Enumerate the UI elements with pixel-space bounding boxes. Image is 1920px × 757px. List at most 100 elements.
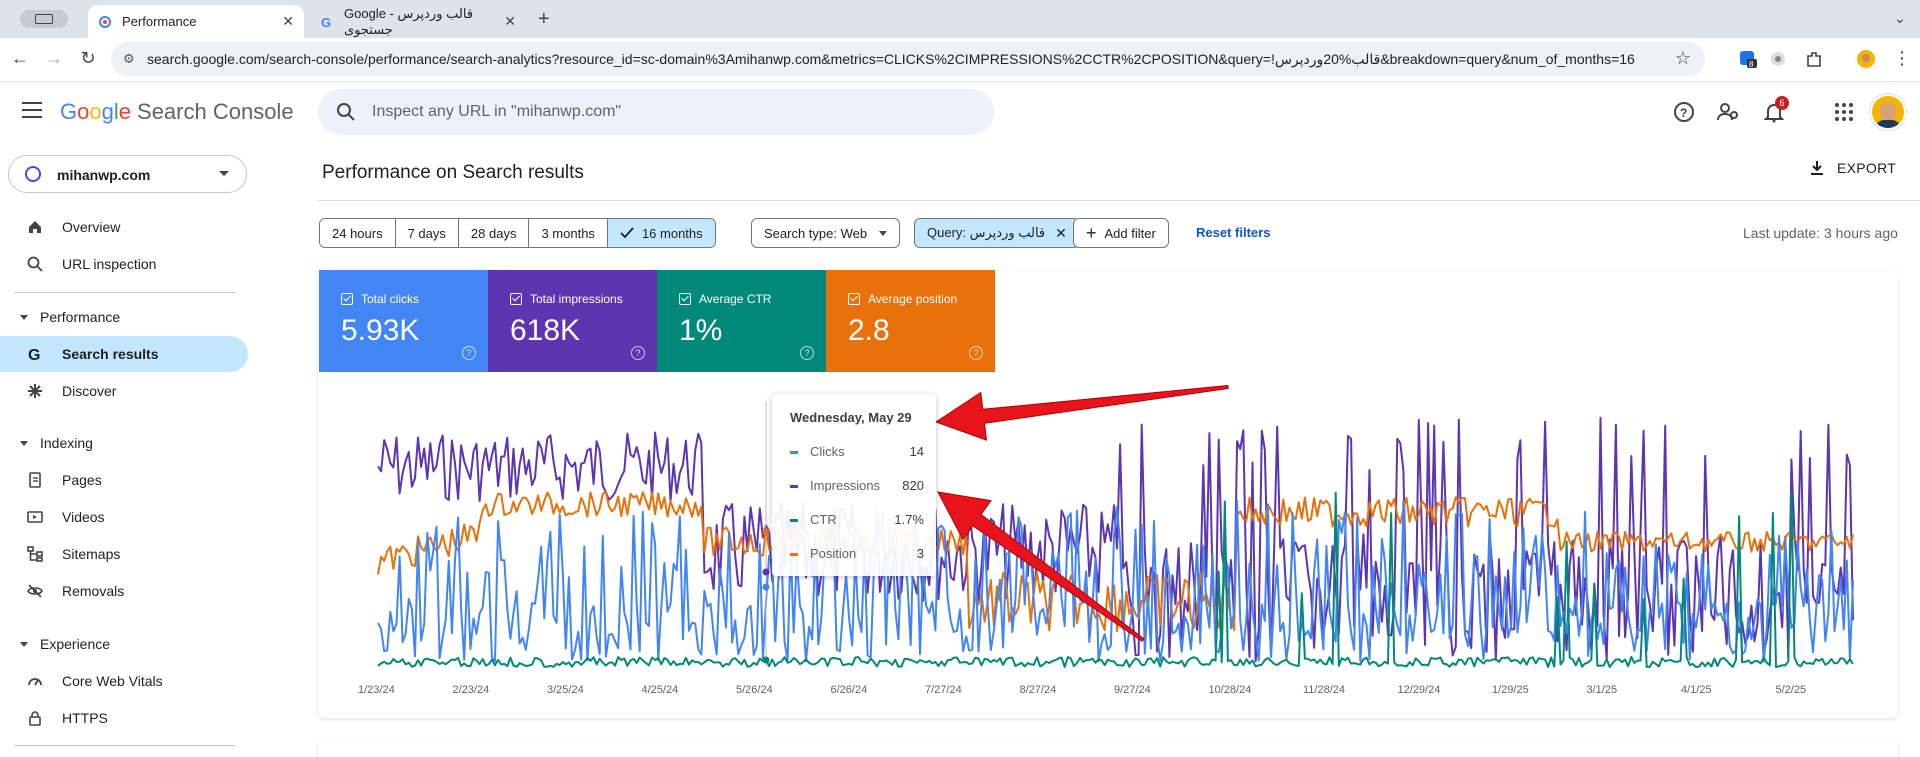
metric-value: 2.8 bbox=[848, 314, 890, 347]
sidebar-section-experience[interactable]: Experience bbox=[20, 632, 110, 656]
sidebar-item-overview[interactable]: Overview bbox=[14, 209, 248, 245]
filter-label: Query: قالب وردپرس bbox=[927, 225, 1046, 240]
add-filter-button[interactable]: + Add filter bbox=[1073, 218, 1169, 248]
query-filter-chip[interactable]: Query: قالب وردپرس ✕ bbox=[914, 218, 1080, 248]
sidebar-item-label: Pages bbox=[62, 472, 102, 488]
metric-card-impressions[interactable]: Total impressions 618K ? bbox=[488, 270, 657, 372]
metric-label: Average CTR bbox=[699, 292, 772, 306]
metric-card-ctr[interactable]: Average CTR 1% ? bbox=[657, 270, 826, 372]
tab-title: Performance bbox=[122, 14, 197, 29]
sidebar-item-core-web-vitals[interactable]: Core Web Vitals bbox=[14, 663, 248, 699]
close-tab-icon[interactable]: ✕ bbox=[504, 13, 516, 29]
tooltip-date: Wednesday, May 29 bbox=[790, 410, 912, 425]
export-button[interactable]: EXPORT bbox=[1809, 160, 1896, 176]
x-tick-label: 12/29/24 bbox=[1398, 684, 1441, 696]
range-16-months[interactable]: 16 months bbox=[607, 219, 715, 247]
search-input[interactable]: Inspect any URL in "mihanwp.com" bbox=[372, 103, 622, 120]
sidebar-section-indexing[interactable]: Indexing bbox=[20, 431, 93, 455]
video-icon bbox=[26, 508, 44, 526]
sidebar-item-discover[interactable]: Discover bbox=[14, 373, 248, 409]
series-swatch bbox=[790, 519, 798, 523]
url-text[interactable]: search.google.com/search-console/perform… bbox=[147, 51, 1635, 67]
help-icon[interactable]: ? bbox=[800, 346, 814, 360]
help-icon[interactable]: ? bbox=[631, 346, 645, 360]
checkbox-icon[interactable] bbox=[679, 293, 691, 305]
filter-label: Add filter bbox=[1104, 225, 1156, 241]
help-icon[interactable]: ? bbox=[1672, 100, 1696, 124]
range-24-hours[interactable]: 24 hours bbox=[320, 219, 396, 247]
property-name: mihanwp.com bbox=[57, 167, 151, 183]
account-avatar[interactable] bbox=[1870, 94, 1906, 130]
performance-chart[interactable]: 1/23/24 2/23/24 3/25/24 4/25/24 5/26/24 6/26/… bbox=[318, 372, 1898, 712]
tooltip-row-position: Position 3 bbox=[790, 546, 924, 561]
profile-avatar-icon[interactable] bbox=[1856, 49, 1876, 69]
reset-filters-link[interactable]: Reset filters bbox=[1196, 225, 1271, 240]
manage-users-icon[interactable] bbox=[1716, 100, 1740, 124]
hover-point bbox=[762, 528, 770, 536]
google-favicon-icon: G bbox=[320, 15, 334, 29]
last-update-text: Last update: 3 hours ago bbox=[1743, 225, 1898, 241]
forward-icon[interactable]: → bbox=[45, 48, 63, 68]
checkbox-icon[interactable] bbox=[848, 293, 860, 305]
hover-point bbox=[762, 583, 770, 591]
checkbox-icon[interactable] bbox=[510, 293, 522, 305]
apps-grid-icon[interactable] bbox=[1832, 100, 1856, 124]
sidebar-item-label: URL inspection bbox=[62, 256, 157, 272]
main-menu-icon[interactable] bbox=[22, 102, 42, 123]
property-selector[interactable]: mihanwp.com bbox=[8, 155, 247, 193]
tab-search-icon[interactable]: ⌄ bbox=[1894, 10, 1906, 26]
dropdown-arrow-icon bbox=[219, 171, 229, 176]
range-3-months[interactable]: 3 months bbox=[529, 219, 608, 247]
search-type-filter[interactable]: Search type: Web bbox=[751, 218, 901, 248]
browser-menu-icon[interactable]: ⋮ bbox=[1893, 48, 1911, 68]
x-tick-label: 3/25/24 bbox=[547, 684, 584, 696]
bookmark-star-icon[interactable]: ☆ bbox=[1674, 48, 1691, 68]
sidebar-item-url-inspection[interactable]: URL inspection bbox=[14, 246, 248, 282]
tab-group-button[interactable] bbox=[20, 10, 68, 28]
checkbox-icon[interactable] bbox=[341, 293, 353, 305]
extension-icon-2[interactable] bbox=[1768, 49, 1788, 69]
sidebar-item-pages[interactable]: Pages bbox=[14, 462, 248, 498]
address-bar[interactable]: ⚙ search.google.com/search-console/perfo… bbox=[111, 42, 1705, 76]
eye-off-icon bbox=[26, 582, 44, 600]
close-tab-icon[interactable]: ✕ bbox=[282, 13, 294, 29]
logo-letter: o bbox=[89, 99, 102, 124]
sidebar-item-search-results[interactable]: G Search results bbox=[0, 336, 248, 372]
range-28-days[interactable]: 28 days bbox=[458, 219, 530, 247]
url-inspect-search[interactable]: Inspect any URL in "mihanwp.com" bbox=[318, 89, 994, 135]
logo-letter: g bbox=[101, 99, 114, 124]
remove-filter-icon[interactable]: ✕ bbox=[1055, 224, 1067, 241]
help-icon[interactable]: ? bbox=[969, 346, 983, 360]
logo-letter: l bbox=[113, 99, 119, 124]
range-7-days[interactable]: 7 days bbox=[395, 219, 459, 247]
hover-point bbox=[762, 656, 770, 664]
x-tick-label: 1/23/24 bbox=[358, 684, 395, 696]
series-line-position bbox=[377, 491, 1854, 633]
range-label: 16 months bbox=[641, 225, 703, 241]
browser-tab-performance[interactable]: Performance ✕ bbox=[88, 5, 304, 38]
site-info-icon[interactable]: ⚙ bbox=[123, 51, 135, 66]
sidebar-section-performance[interactable]: Performance bbox=[20, 305, 120, 329]
extensions-puzzle-icon[interactable] bbox=[1804, 49, 1824, 69]
browser-tab-google[interactable]: G Google قالب وردپرس - جستجوی ✕ bbox=[310, 5, 526, 38]
metric-label: Total impressions bbox=[530, 292, 623, 306]
tooltip-value: 820 bbox=[902, 478, 924, 493]
property-domain-icon bbox=[25, 166, 41, 182]
sidebar-item-videos[interactable]: Videos bbox=[14, 499, 248, 535]
reload-icon[interactable]: ↻ bbox=[80, 48, 96, 68]
search-console-logo[interactable]: Google Search Console bbox=[60, 99, 294, 125]
help-icon[interactable]: ? bbox=[462, 346, 476, 360]
back-icon[interactable]: ← bbox=[11, 48, 29, 68]
sidebar-item-https[interactable]: HTTPS bbox=[14, 700, 248, 736]
collapse-arrow-icon bbox=[20, 314, 28, 320]
tooltip-row-ctr: CTR 1.7% bbox=[790, 512, 924, 527]
extension-icon[interactable]: 8 bbox=[1738, 49, 1758, 69]
metric-card-position[interactable]: Average position 2.8 ? bbox=[826, 270, 995, 372]
new-tab-icon[interactable]: + bbox=[538, 8, 550, 30]
sidebar-item-label: HTTPS bbox=[62, 710, 108, 726]
sidebar-item-removals[interactable]: Removals bbox=[14, 573, 248, 609]
x-tick-label: 4/1/25 bbox=[1681, 684, 1712, 696]
metric-card-clicks[interactable]: Total clicks 5.93K ? bbox=[319, 270, 488, 372]
sidebar-item-sitemaps[interactable]: Sitemaps bbox=[14, 536, 248, 572]
x-tick-label: 5/26/24 bbox=[736, 684, 773, 696]
